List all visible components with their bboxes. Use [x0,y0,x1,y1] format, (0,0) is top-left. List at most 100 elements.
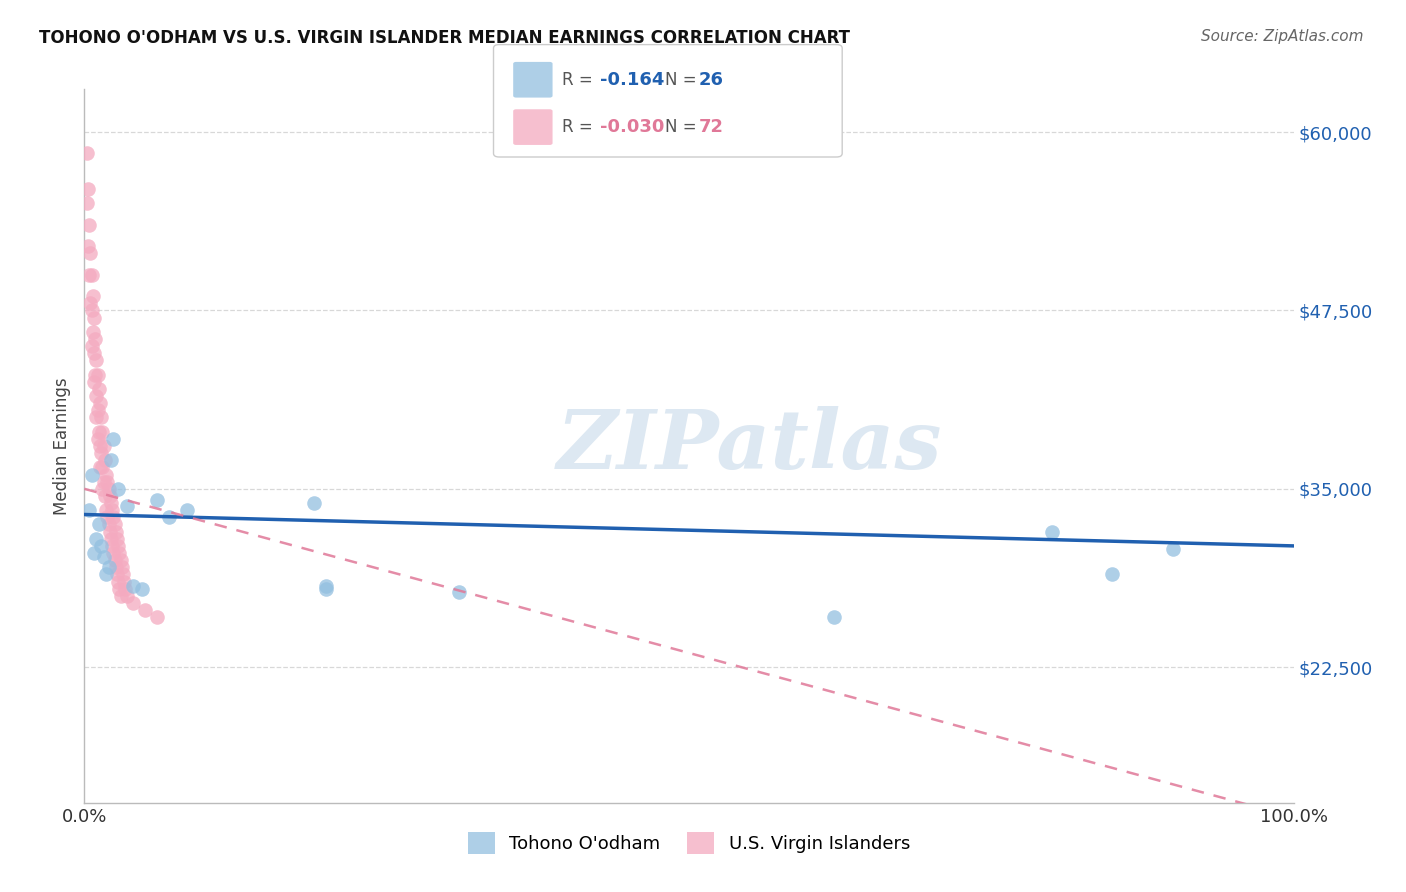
Point [77,239,100,253]
Point [87,382,110,396]
Point [97,482,120,496]
Point [90,446,112,460]
Point [94,567,117,582]
Point [449,584,471,599]
Point [112,567,135,582]
Point [121,579,143,593]
Point [89,396,111,410]
Point [107,539,129,553]
Text: N =: N = [665,118,702,136]
Point [86,368,108,382]
Point [80,268,103,282]
Point [115,589,138,603]
Point [103,432,125,446]
Point [86,432,108,446]
Point [1040,524,1063,539]
Point [107,482,129,496]
Point [302,496,325,510]
Point [86,532,108,546]
Point [86,353,108,368]
Point [107,574,129,589]
Point [84,368,107,382]
Point [79,296,101,310]
Point [97,560,120,574]
Point [97,517,120,532]
Point [79,246,101,260]
Point [93,439,115,453]
Point [100,532,122,546]
Point [87,517,110,532]
Point [101,539,124,553]
Point [98,489,121,503]
Point [134,603,156,617]
Point [77,182,100,196]
Point [110,589,132,603]
Point [77,218,100,232]
Point [82,325,104,339]
Point [112,574,135,589]
Point [104,517,127,532]
Point [105,532,128,546]
Point [83,546,105,560]
Point [103,546,125,560]
Point [121,596,143,610]
Point [86,410,108,425]
Point [93,475,115,489]
Point [93,550,115,565]
Point [131,582,153,596]
Point [86,389,108,403]
Point [96,510,118,524]
Point [104,553,127,567]
Point [114,582,136,596]
Point [86,403,108,417]
Text: R =: R = [562,70,599,88]
Point [108,582,131,596]
Point [108,546,131,560]
Point [82,289,104,303]
Point [80,339,103,353]
Point [94,489,117,503]
Point [84,332,107,346]
Text: 26: 26 [699,70,724,88]
Point [104,524,127,539]
Text: TOHONO O'ODHAM VS U.S. VIRGIN ISLANDER MEDIAN EARNINGS CORRELATION CHART: TOHONO O'ODHAM VS U.S. VIRGIN ISLANDER M… [39,29,851,46]
Point [89,439,111,453]
Point [100,496,122,510]
Point [90,539,112,553]
Text: R =: R = [562,118,599,136]
Point [96,475,118,489]
Point [823,610,845,624]
Point [105,567,128,582]
Point [103,510,125,524]
Text: ZIPatlas: ZIPatlas [557,406,942,486]
Point [91,482,114,496]
Point [176,503,198,517]
Point [1161,541,1184,556]
Text: -0.030: -0.030 [600,118,665,136]
Legend: Tohono O'odham, U.S. Virgin Islanders: Tohono O'odham, U.S. Virgin Islanders [460,825,918,862]
Point [83,346,105,360]
Point [110,553,132,567]
Point [146,493,169,508]
Point [77,503,100,517]
Point [90,410,112,425]
Point [115,499,138,513]
Point [315,582,337,596]
Point [87,425,110,439]
Point [146,610,169,624]
Point [91,460,114,475]
Text: 72: 72 [699,118,724,136]
Point [76,146,98,161]
Point [77,268,100,282]
Point [83,310,105,325]
Point [94,467,117,482]
Point [101,503,124,517]
Point [104,560,127,574]
Point [94,453,117,467]
Y-axis label: Median Earnings: Median Earnings [53,377,72,515]
Point [94,503,117,517]
Text: Source: ZipAtlas.com: Source: ZipAtlas.com [1201,29,1364,44]
Point [111,560,134,574]
Point [80,467,103,482]
Point [89,460,111,475]
